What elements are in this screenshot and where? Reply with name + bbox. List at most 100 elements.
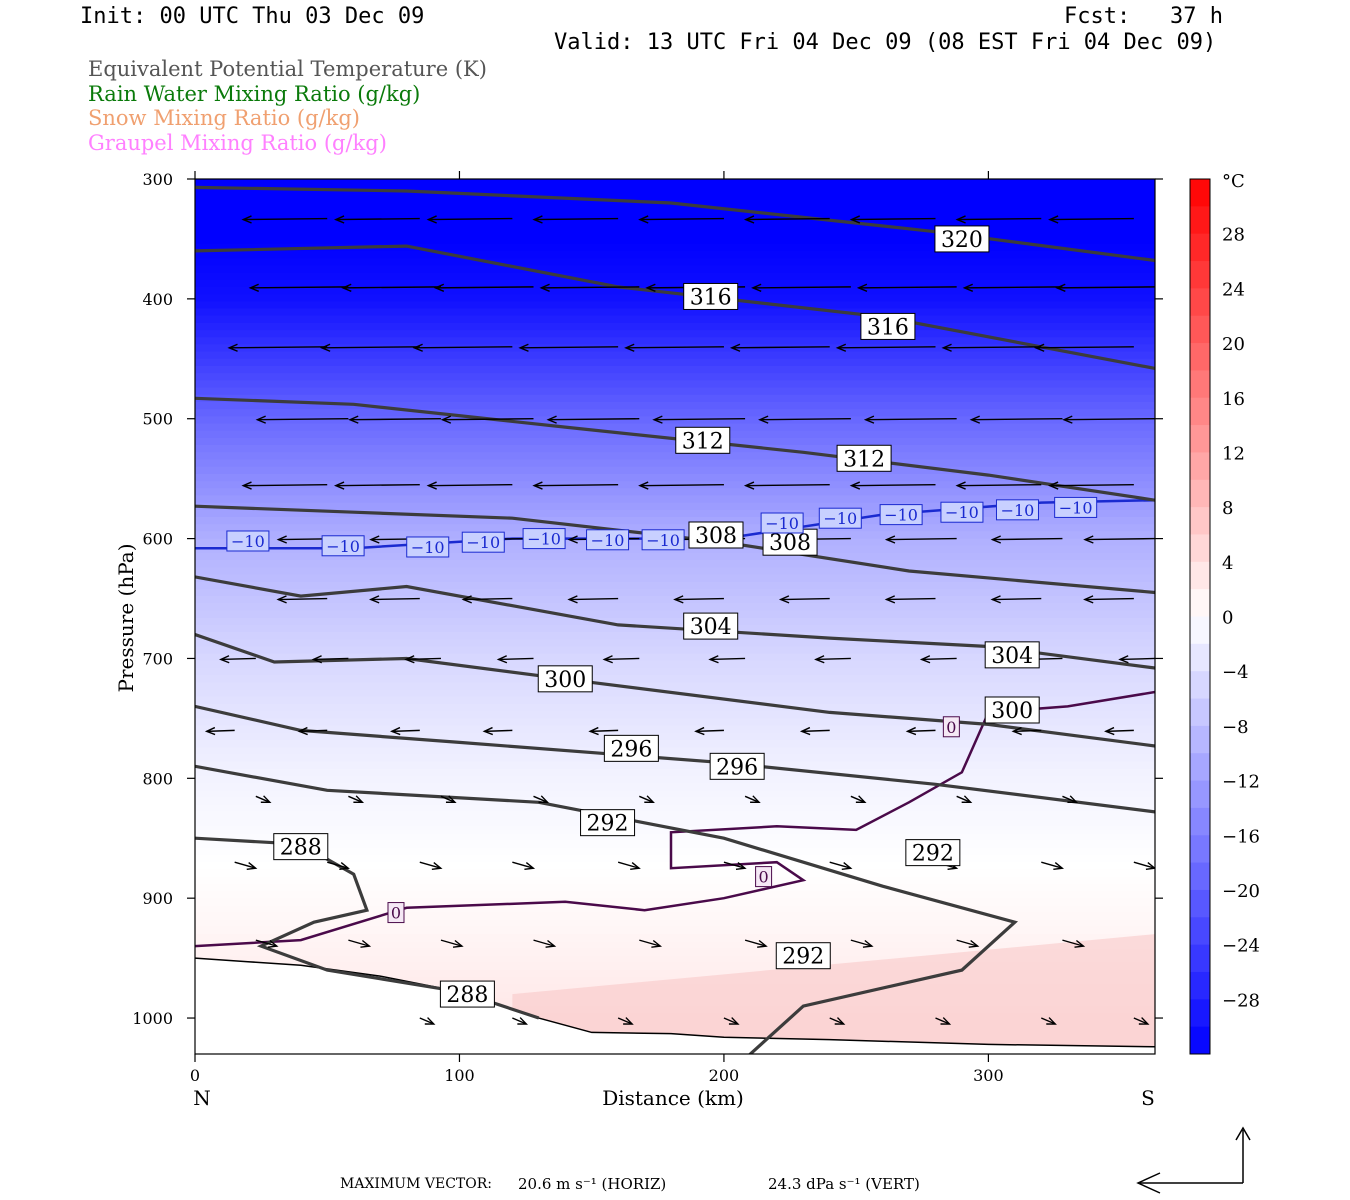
wind-vector-head [778,595,790,604]
temperature-contour-label-text: 0 [946,718,956,737]
wind-vector [1035,346,1134,349]
y-tick-label: 300 [142,170,173,189]
theta-e-label-text: 308 [769,531,811,556]
colorbar-swatch [1190,643,1210,672]
temperature-band [195,962,1155,971]
wind-vector-head [255,415,266,424]
temperature-contour-label: −10 [940,501,984,523]
wind-vector-head [849,481,861,490]
wind-vector-head [246,862,258,871]
wind-vector-head [961,795,973,804]
wind-vector [695,729,724,733]
temperature-band [195,639,1155,648]
theta-e-label-text: 304 [991,644,1033,669]
colorbar-swatch [1190,425,1210,453]
wind-vector-head [369,535,380,544]
wind-vector [654,418,746,421]
temperature-band [195,653,1155,662]
temperature-shading [195,179,1155,1054]
wind-vector [243,483,328,487]
wind-vector [639,939,661,947]
wind-vector-head [969,415,981,424]
plot-frame [194,178,1156,1055]
colorbar-swatch [1190,233,1210,262]
temperature-band [195,610,1155,619]
temperature-band [195,265,1155,274]
wind-vector-head [532,481,543,490]
wind-vector-head [389,726,401,736]
colorbar-unit: °C [1222,171,1245,192]
wind-vector [1084,537,1155,541]
temperature-band [195,229,1155,238]
wind-vector-head [546,415,557,424]
theta-e-label-text: 296 [716,755,758,780]
temperature-band [195,459,1155,468]
wind-vector-head [955,215,966,224]
wind-vector [590,729,619,733]
temperature-band [195,934,1155,942]
theta-e-label: 292 [905,839,961,867]
temperature-contour-label-text: −10 [765,514,799,533]
colorbar-swatch [1190,917,1210,946]
temperature-contour-label-text: −10 [591,531,625,550]
wind-vector [442,418,534,421]
wind-vector-head [905,726,917,736]
temperature-contour-label: −10 [818,507,862,529]
wind-vector-head [424,1017,436,1025]
wind-vector [850,795,866,803]
wind-vector [512,861,534,869]
theta-e-contour-292 [195,764,1019,1054]
wind-vector-head [941,343,952,352]
valid-time: Valid: 13 UTC Fri 04 Dec 09 (08 EST Fri … [554,30,1217,55]
wind-vector [1133,861,1155,869]
temperature-band [195,905,1155,914]
temperature-contour-label: −10 [879,504,923,526]
theta-e-label: 316 [683,282,739,310]
theta-e-label: 304 [683,612,739,640]
wind-vector-head [431,862,443,871]
wind-vector [1049,483,1134,487]
theta-e-label-text: 300 [544,668,586,693]
theta-e-label-text: 316 [867,315,909,340]
theta-e-label: 316 [860,312,916,340]
wind-vector [391,729,420,733]
temperature-contour-label: −10 [1054,496,1098,518]
theta-e-label-text: 316 [690,285,732,310]
wind-vector-head [482,726,494,736]
theta-e-contour-296 [195,704,1155,814]
wind-vector [639,217,724,221]
wind-vector-head [319,343,331,352]
temperature-band [195,344,1155,353]
temperature-band [195,955,1155,964]
wind-vector-head [884,535,896,544]
wind-vector-head [884,595,896,604]
wind-vector [992,597,1042,601]
colorbar-swatch [1190,507,1210,535]
wind-vector [745,217,830,221]
theta-e-label: 292 [580,809,636,837]
wind-vector [255,795,271,803]
wind-vector [533,939,555,947]
wind-vector-head [1048,481,1059,490]
wind-vector-head [353,795,365,804]
colorbar-swatch [1190,944,1210,973]
temperature-band [195,761,1155,770]
temperature-band [195,365,1155,374]
wind-vector-head [849,215,861,224]
temperature-band [195,797,1155,806]
temperature-band [195,322,1155,331]
wind-vector-head [955,481,966,490]
colorbar-swatch [1190,807,1210,836]
temperature-contour-label-text: −10 [823,509,857,528]
x-tick-label: 300 [973,1066,1004,1085]
wind-vector [1013,729,1042,733]
temperature-band [195,560,1155,568]
temperature-band [195,970,1155,978]
wind-vector [534,217,619,221]
wind-vector [617,1017,633,1025]
wind-vector-head [524,862,536,871]
temperature-band [195,495,1155,504]
temperature-band [195,926,1155,935]
wind-vector-head [968,939,980,948]
wind-vector [745,483,830,487]
